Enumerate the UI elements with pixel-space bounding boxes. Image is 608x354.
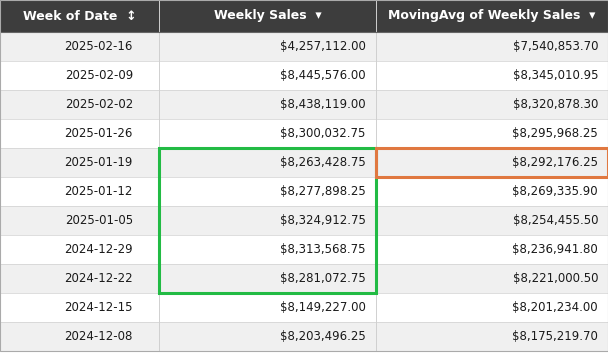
Text: $8,254,455.50: $8,254,455.50 — [513, 214, 598, 227]
Bar — [0, 177, 608, 206]
Bar — [376, 148, 608, 177]
Text: 2025-01-05: 2025-01-05 — [64, 214, 133, 227]
Text: $4,257,112.00: $4,257,112.00 — [280, 40, 366, 53]
Text: $8,445,576.00: $8,445,576.00 — [280, 69, 366, 82]
Text: MovingAvg of Weekly Sales  ▾: MovingAvg of Weekly Sales ▾ — [388, 10, 596, 23]
Bar — [0, 32, 608, 61]
Text: $8,292,176.25: $8,292,176.25 — [512, 156, 598, 169]
Text: $8,221,000.50: $8,221,000.50 — [513, 272, 598, 285]
Text: $8,438,119.00: $8,438,119.00 — [280, 98, 366, 111]
Text: $8,263,428.75: $8,263,428.75 — [280, 156, 366, 169]
Text: $8,345,010.95: $8,345,010.95 — [513, 69, 598, 82]
Text: 2024-12-15: 2024-12-15 — [64, 301, 133, 314]
Text: 2025-01-19: 2025-01-19 — [64, 156, 133, 169]
Bar — [159, 148, 376, 293]
Text: 2025-01-26: 2025-01-26 — [64, 127, 133, 140]
Text: $8,236,941.80: $8,236,941.80 — [513, 243, 598, 256]
Text: $8,300,032.75: $8,300,032.75 — [280, 127, 366, 140]
Text: $8,281,072.75: $8,281,072.75 — [280, 272, 366, 285]
Text: 2025-02-02: 2025-02-02 — [64, 98, 133, 111]
Bar — [0, 148, 608, 177]
Text: $8,324,912.75: $8,324,912.75 — [280, 214, 366, 227]
Text: $8,203,496.25: $8,203,496.25 — [280, 330, 366, 343]
Text: 2024-12-08: 2024-12-08 — [64, 330, 133, 343]
Text: Week of Date  ↕: Week of Date ↕ — [23, 10, 136, 23]
Text: $8,149,227.00: $8,149,227.00 — [280, 301, 366, 314]
Text: $8,277,898.25: $8,277,898.25 — [280, 185, 366, 198]
Bar — [0, 322, 608, 351]
Bar — [0, 293, 608, 322]
Text: $8,175,219.70: $8,175,219.70 — [512, 330, 598, 343]
Text: 2024-12-22: 2024-12-22 — [64, 272, 133, 285]
Bar — [0, 0, 608, 32]
Text: 2025-02-16: 2025-02-16 — [64, 40, 133, 53]
Bar — [0, 235, 608, 264]
Bar — [0, 206, 608, 235]
Bar — [0, 61, 608, 90]
Text: 2025-02-09: 2025-02-09 — [64, 69, 133, 82]
Bar — [0, 264, 608, 293]
Bar — [0, 90, 608, 119]
Text: $8,295,968.25: $8,295,968.25 — [513, 127, 598, 140]
Text: $8,201,234.00: $8,201,234.00 — [513, 301, 598, 314]
Text: $8,320,878.30: $8,320,878.30 — [513, 98, 598, 111]
Text: $7,540,853.70: $7,540,853.70 — [513, 40, 598, 53]
Bar — [0, 119, 608, 148]
Text: $8,313,568.75: $8,313,568.75 — [280, 243, 366, 256]
Text: Weekly Sales  ▾: Weekly Sales ▾ — [213, 10, 322, 23]
Text: 2025-01-12: 2025-01-12 — [64, 185, 133, 198]
Text: $8,269,335.90: $8,269,335.90 — [513, 185, 598, 198]
Text: 2024-12-29: 2024-12-29 — [64, 243, 133, 256]
